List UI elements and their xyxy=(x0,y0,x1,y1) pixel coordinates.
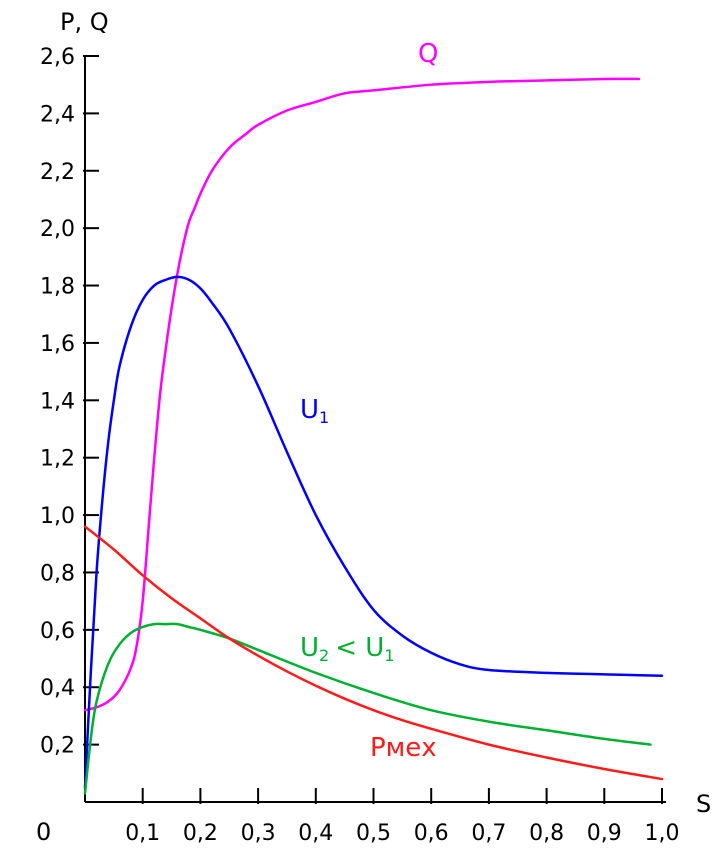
series-label-q: Q xyxy=(418,39,438,69)
x-tick-label: 0,9 xyxy=(587,821,622,846)
x-tick-label: 0,4 xyxy=(298,821,333,846)
series-label-main: U xyxy=(300,633,319,663)
y-tick-label: 2,2 xyxy=(40,160,75,185)
origin-label: 0 xyxy=(36,818,51,846)
x-tick-label: 0,5 xyxy=(356,821,391,846)
y-axis-title: P, Q xyxy=(60,8,109,36)
y-tick-label: 1,2 xyxy=(40,447,75,472)
x-axis-title: S xyxy=(696,790,711,818)
x-tick-label: 0,8 xyxy=(529,821,564,846)
y-ticks: 0,2 0,4 0,6 0,8 1,0 1,2 1,4 1,6 1,8 2,0 2,2 2,4 2,6 xyxy=(40,45,99,759)
series-label-main: Q xyxy=(418,39,438,69)
x-tick-label: 1,0 xyxy=(645,821,680,846)
y-tick-label: 2,6 xyxy=(40,45,75,70)
series-label-tail: < U xyxy=(335,633,384,663)
axes xyxy=(84,56,666,803)
y-tick-label: 1,0 xyxy=(40,504,75,529)
x-ticks: 0,1 0,2 0,3 0,4 0,5 0,6 0,7 0,8 0,9 1,0 xyxy=(125,788,680,846)
series-label-u2: U2 < U1 xyxy=(300,633,395,665)
series-line-pmex xyxy=(83,525,664,781)
series-line-q xyxy=(83,77,641,712)
x-tick-label: 0,2 xyxy=(183,821,218,846)
curves xyxy=(83,77,664,795)
series-line-u2 xyxy=(83,622,652,795)
y-tick-label: 2,0 xyxy=(40,217,75,242)
y-tick-label: 0,6 xyxy=(40,619,75,644)
x-tick-label: 0,3 xyxy=(241,821,276,846)
series-label-u1: U1 xyxy=(300,395,329,427)
y-tick-label: 0,2 xyxy=(40,734,75,759)
y-tick-label: 1,4 xyxy=(40,389,75,414)
x-tick-label: 0,1 xyxy=(125,821,160,846)
series-label-tail-subscript: 1 xyxy=(384,646,394,665)
y-tick-label: 1,8 xyxy=(40,275,75,300)
series-label-pmex: Pмех xyxy=(370,733,437,763)
series-label-subscript: 1 xyxy=(319,408,329,427)
series-label-main: Pмех xyxy=(370,733,437,763)
x-tick-label: 0,6 xyxy=(414,821,449,846)
y-tick-label: 0,4 xyxy=(40,676,75,701)
series-line-u1 xyxy=(83,275,664,789)
y-tick-label: 0,8 xyxy=(40,561,75,586)
y-tick-label: 2,4 xyxy=(40,102,75,127)
series-label-main: U xyxy=(300,395,319,425)
series-label-subscript: 2 xyxy=(319,646,329,665)
x-tick-label: 0,7 xyxy=(471,821,506,846)
y-tick-label: 1,6 xyxy=(40,332,75,357)
